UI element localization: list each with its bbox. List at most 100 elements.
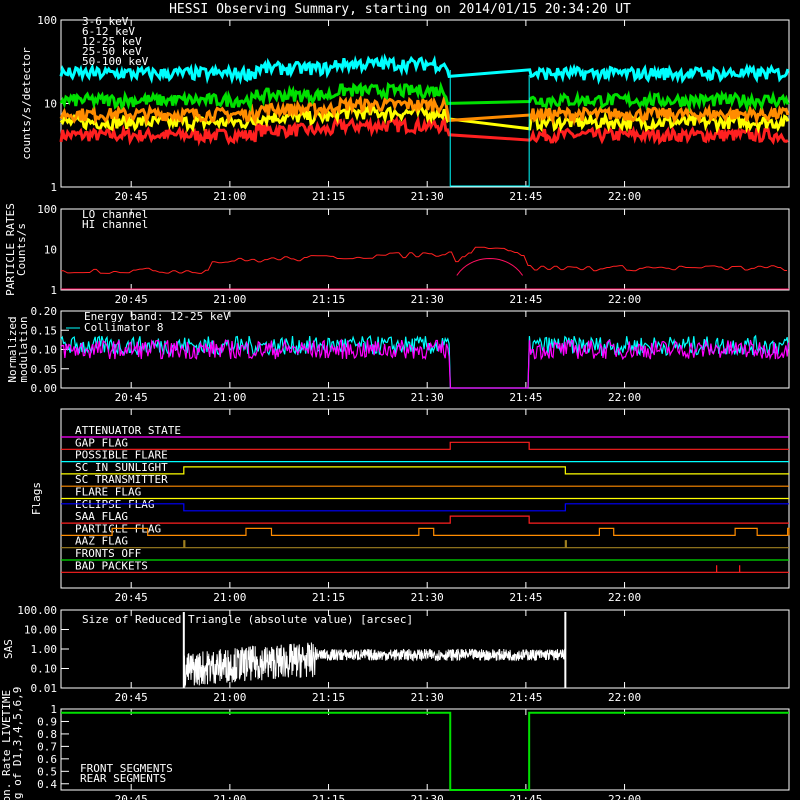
y-tick-label: 0.6: [37, 753, 57, 766]
x-tick-label: 21:30: [411, 691, 444, 704]
x-tick-label: 21:45: [509, 293, 542, 306]
y-tick-label: 0.7: [37, 740, 57, 753]
legend-entry: Collimator 8: [84, 321, 163, 334]
series-line-50-100-keV: [59, 53, 790, 85]
y-axis-label-line: Flags: [30, 482, 43, 515]
legend-entry: 12-25 keV: [82, 35, 142, 48]
x-tick-label: 20:45: [115, 293, 148, 306]
y-axis-label: counts/s/detector: [20, 47, 33, 160]
x-tick-label: 21:00: [213, 691, 246, 704]
x-tick-label: 21:45: [509, 691, 542, 704]
y-axis-label-line: modulation: [17, 316, 30, 382]
series-line-25-50-keV: [59, 81, 790, 113]
flag-line: [61, 540, 789, 549]
x-tick-label: 21:15: [312, 293, 345, 306]
series-line-front-segments: [61, 711, 789, 791]
series-line-HI-channel: [456, 257, 523, 276]
series-line-collimator-8: [60, 334, 790, 389]
x-tick-label: 21:15: [312, 190, 345, 203]
y-tick-label: 1: [50, 181, 57, 194]
y-tick-label: 1: [50, 703, 57, 716]
y-tick-label: 0.20: [31, 305, 58, 318]
y-axis-label-line: counts/s/detector: [20, 47, 33, 160]
y-tick-label: 10.00: [24, 624, 57, 637]
x-tick-label: 22:00: [608, 691, 641, 704]
x-tick-label: 21:15: [312, 591, 345, 604]
x-tick-label: 21:00: [213, 591, 246, 604]
legend-entry: 25-50 keV: [82, 45, 142, 58]
y-tick-label: 10: [44, 98, 57, 111]
x-tick-label: 21:30: [411, 293, 444, 306]
y-axis-label: Flags: [30, 482, 43, 515]
flag-label: GAP FLAG: [75, 436, 128, 449]
y-axis-label-line: avg of D1,3,4,5,6,9: [11, 687, 24, 800]
y-axis-label-line: PARTICLE RATES: [4, 203, 17, 296]
flag-line: [61, 527, 790, 536]
y-tick-label: 100: [37, 203, 57, 216]
chart-title: HESSI Observing Summary, starting on 201…: [169, 2, 631, 17]
x-tick-label: 21:15: [312, 391, 345, 404]
y-tick-label: 100.00: [17, 604, 57, 617]
y-tick-label: 0.4: [37, 778, 57, 791]
series-line-LO-channel: [61, 246, 787, 274]
flag-label: AAZ FLAG: [75, 535, 128, 548]
x-tick-label: 20:45: [115, 793, 148, 800]
legend-entry: REAR SEGMENTS: [80, 772, 166, 785]
flag-label: FRONTS OFF: [75, 547, 141, 560]
y-tick-label: 0.00: [31, 382, 58, 395]
legend-entry: 50-100 keV: [82, 55, 149, 68]
flag-label: POSSIBLE FLARE: [75, 449, 168, 462]
legend-entry: 6-12 keV: [82, 25, 135, 38]
y-axis-label-line: Counts/s: [15, 223, 28, 276]
x-tick-label: 21:45: [509, 591, 542, 604]
flag-line: [61, 565, 789, 573]
y-tick-label: 0.8: [37, 728, 57, 741]
legend-entry: FRONT SEGMENTS: [80, 762, 173, 775]
x-tick-label: 21:45: [509, 391, 542, 404]
x-tick-label: 22:00: [608, 591, 641, 604]
panels: 20:45 21:00 21:15 21:30 21:45 22:00 20:45 21:00…: [0, 14, 790, 800]
series-line-energy-band: [60, 338, 790, 389]
x-tick-label: 20:45: [115, 691, 148, 704]
x-tick-label: 21:00: [213, 793, 246, 800]
x-tick-label: 21:15: [312, 793, 345, 800]
legend-entry: Energy band: 12-25 keV: [84, 310, 230, 323]
x-tick-label: 21:00: [213, 190, 246, 203]
sas-series-line: [183, 642, 566, 688]
y-tick-label: 0.9: [37, 715, 57, 728]
y-tick-label: 0.10: [31, 344, 58, 357]
x-tick-label: 22:00: [608, 293, 641, 306]
y-axis-label: SAS: [2, 639, 15, 659]
x-tick-label: 21:15: [312, 691, 345, 704]
x-tick-label: 22:00: [608, 793, 641, 800]
legend-entry: 3-6 keV: [82, 15, 129, 28]
flag-label: SC IN SUNLIGHT: [75, 461, 168, 474]
y-tick-label: 0.5: [37, 765, 57, 778]
flag-label: FLARE FLAG: [75, 486, 141, 499]
x-tick-label: 21:30: [411, 391, 444, 404]
x-tick-label: 21:45: [509, 190, 542, 203]
series-line-6-12-keV: [59, 93, 790, 127]
x-tick-label: 20:45: [115, 591, 148, 604]
x-tick-label: 21:30: [411, 793, 444, 800]
y-tick-label: 0.01: [31, 682, 58, 695]
flag-label: ATTENUATOR STATE: [75, 424, 181, 437]
x-tick-label: 21:30: [411, 190, 444, 203]
panel-frame-particle: [60, 208, 790, 291]
x-tick-label: 22:00: [608, 391, 641, 404]
y-tick-label: 0.05: [31, 363, 58, 376]
y-axis-label-line: Mon. Rate LIVETIME: [0, 690, 13, 800]
flag-label: SAA FLAG: [75, 510, 128, 523]
x-tick-label: 21:00: [213, 293, 246, 306]
x-tick-label: 21:00: [213, 391, 246, 404]
legend-entry: HI channel: [82, 218, 148, 231]
flag-line: [61, 503, 789, 512]
x-tick-label: 22:00: [608, 190, 641, 203]
y-tick-label: 1.00: [31, 643, 58, 656]
y-tick-label: 0.10: [31, 663, 58, 676]
x-tick-label: 21:45: [509, 793, 542, 800]
x-tick-label: 21:30: [411, 591, 444, 604]
x-tick-label: 20:45: [115, 190, 148, 203]
